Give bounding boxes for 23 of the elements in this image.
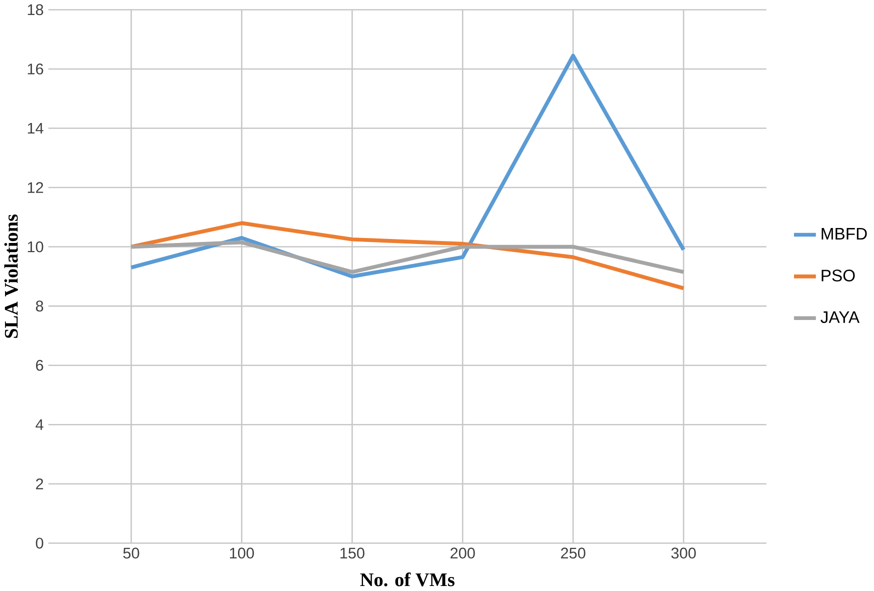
y-tick-label: 0 — [36, 538, 44, 549]
x-tick-label: 150 — [340, 548, 364, 559]
x-axis-title: No. of VMs — [360, 572, 454, 587]
line-series — [129, 221, 686, 290]
x-tick-label: 250 — [561, 548, 586, 559]
y-axis-title: SLA Violations — [4, 214, 18, 338]
legend-label: PSO — [822, 270, 855, 282]
y-tick-label: 2 — [36, 478, 44, 490]
x-tick-label: 200 — [450, 548, 475, 559]
y-tick-label: 16 — [28, 64, 44, 75]
y-tick-label: 18 — [28, 4, 44, 16]
x-tick-label: 100 — [230, 548, 254, 559]
y-tick-label: 8 — [36, 300, 44, 312]
x-tick-label: 300 — [671, 548, 696, 559]
x-tick-label: 50 — [123, 548, 140, 559]
y-tick-label: 6 — [36, 360, 44, 371]
legend-label: JAYA — [820, 312, 860, 324]
line-series — [129, 54, 686, 279]
y-tick-label: 12 — [28, 182, 44, 194]
y-tick-label: 4 — [36, 420, 44, 430]
y-tick-label: 10 — [28, 242, 44, 252]
y-tick-label: 14 — [28, 123, 44, 134]
legend-label: MBFD — [822, 228, 867, 240]
